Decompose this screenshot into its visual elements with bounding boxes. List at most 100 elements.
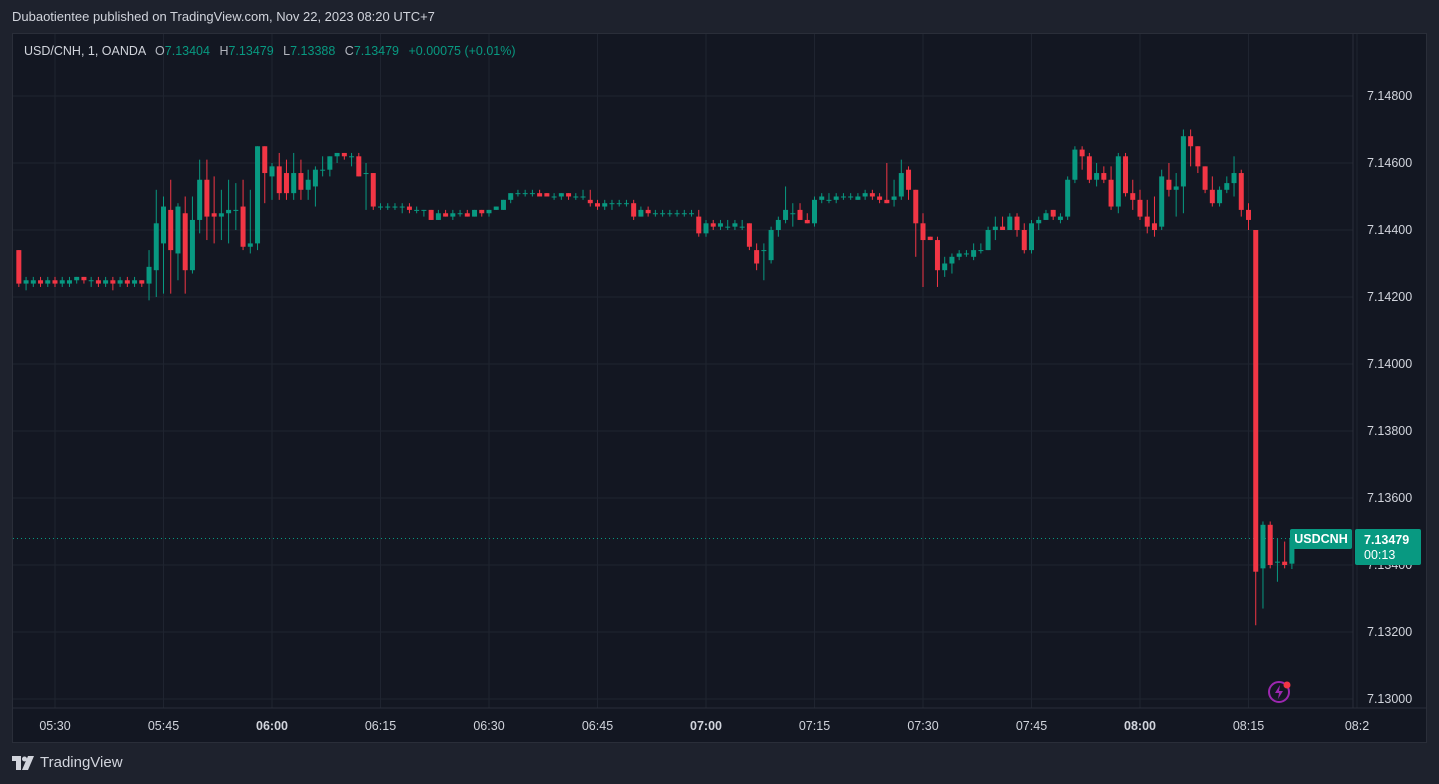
candle-body[interactable] <box>30 280 36 284</box>
candle-body[interactable] <box>88 280 94 282</box>
candle-body[interactable] <box>189 219 195 271</box>
candle-body[interactable] <box>428 209 434 220</box>
candle-body[interactable] <box>1057 216 1063 220</box>
candle-body[interactable] <box>1202 166 1208 190</box>
candle-body[interactable] <box>855 196 861 200</box>
candle-body[interactable] <box>327 156 333 170</box>
candle-body[interactable] <box>804 219 810 224</box>
candle-body[interactable] <box>204 179 210 217</box>
candle-body[interactable] <box>1072 149 1078 180</box>
candle-body[interactable] <box>906 169 912 190</box>
candle-body[interactable] <box>363 173 369 175</box>
candle-body[interactable] <box>1173 186 1179 190</box>
candle-body[interactable] <box>233 209 239 211</box>
candle-body[interactable] <box>81 276 87 281</box>
candle-body[interactable] <box>1195 146 1201 167</box>
candle-body[interactable] <box>226 209 232 214</box>
lightning-icon[interactable] <box>1267 679 1293 705</box>
candle-body[interactable] <box>117 280 123 284</box>
candle-body[interactable] <box>370 173 376 207</box>
tradingview-brand[interactable]: TradingView <box>12 754 123 771</box>
candle-body[interactable] <box>197 179 203 220</box>
candle-body[interactable] <box>472 209 478 217</box>
candle-body[interactable] <box>493 206 499 210</box>
candle-body[interactable] <box>1123 156 1129 194</box>
candle-body[interactable] <box>341 152 347 157</box>
candle-body[interactable] <box>703 223 709 234</box>
candle-body[interactable] <box>161 206 166 244</box>
candle-body[interactable] <box>1274 561 1280 563</box>
candle-body[interactable] <box>971 250 977 257</box>
candle-body[interactable] <box>985 230 991 251</box>
candle-body[interactable] <box>1000 226 1006 230</box>
candle-body[interactable] <box>623 203 629 205</box>
candle-body[interactable] <box>435 213 441 220</box>
candle-body[interactable] <box>1166 179 1172 190</box>
candle-body[interactable] <box>790 213 796 215</box>
candle-body[interactable] <box>385 206 391 208</box>
candle-body[interactable] <box>848 196 854 198</box>
candle-body[interactable] <box>710 223 716 227</box>
candle-body[interactable] <box>992 226 998 230</box>
candle-body[interactable] <box>638 209 644 217</box>
candle-body[interactable] <box>558 193 564 197</box>
candle-body[interactable] <box>529 193 535 195</box>
candle-body[interactable] <box>681 213 687 215</box>
candle-body[interactable] <box>819 196 825 200</box>
candle-body[interactable] <box>754 250 760 264</box>
candle-body[interactable] <box>262 146 268 174</box>
candle-body[interactable] <box>59 280 65 284</box>
candle-body[interactable] <box>797 209 803 220</box>
candle-body[interactable] <box>1137 199 1143 217</box>
candle-body[interactable] <box>1108 179 1114 207</box>
candle-body[interactable] <box>1094 173 1100 180</box>
candle-body[interactable] <box>1238 173 1244 210</box>
candle-body[interactable] <box>963 253 969 255</box>
candle-body[interactable] <box>1224 183 1230 190</box>
candle-body[interactable] <box>1029 223 1034 251</box>
candle-body[interactable] <box>891 196 897 200</box>
candle-body[interactable] <box>515 193 521 195</box>
candle-body[interactable] <box>898 173 904 197</box>
candle-body[interactable] <box>942 263 948 271</box>
candle-body[interactable] <box>153 223 159 271</box>
candle-body[interactable] <box>291 173 297 194</box>
candle-body[interactable] <box>356 156 362 177</box>
candle-body[interactable] <box>775 219 781 230</box>
candle-body[interactable] <box>1021 230 1027 251</box>
candle-body[interactable] <box>1086 156 1092 180</box>
candle-body[interactable] <box>587 199 593 204</box>
candle-body[interactable] <box>573 196 579 198</box>
candle-body[interactable] <box>840 196 846 198</box>
candle-body[interactable] <box>1050 209 1056 217</box>
candle-body[interactable] <box>95 280 101 284</box>
chart-frame[interactable]: 7.14800 7.14600 7.14400 7.14200 7.14000 7.138… <box>12 33 1427 743</box>
candle-body[interactable] <box>255 146 261 244</box>
candle-body[interactable] <box>595 203 600 207</box>
candle-body[interactable] <box>168 209 174 251</box>
candle-body[interactable] <box>269 166 275 177</box>
candle-body[interactable] <box>421 209 427 211</box>
candle-body[interactable] <box>392 206 398 208</box>
candle-body[interactable] <box>1036 219 1042 224</box>
candle-body[interactable] <box>645 209 651 214</box>
candle-body[interactable] <box>1209 189 1215 204</box>
candle-body[interactable] <box>1014 216 1020 230</box>
candle-body[interactable] <box>696 216 702 234</box>
candle-body[interactable] <box>1115 156 1121 207</box>
candle-body[interactable] <box>920 223 926 241</box>
candle-body[interactable] <box>1246 209 1251 220</box>
candle-body[interactable] <box>1007 216 1013 230</box>
candle-body[interactable] <box>1282 561 1288 565</box>
candle-body[interactable] <box>580 196 586 198</box>
candle-body[interactable] <box>146 266 152 284</box>
candle-body[interactable] <box>1065 179 1071 217</box>
candle-body[interactable] <box>182 213 188 271</box>
candle-body[interactable] <box>1188 136 1194 147</box>
candle-body[interactable] <box>631 203 637 217</box>
candle-body[interactable] <box>500 199 506 210</box>
candle-body[interactable] <box>508 193 514 200</box>
candle-body[interactable] <box>522 193 528 195</box>
candle-body[interactable] <box>305 179 311 190</box>
candle-body[interactable] <box>761 250 767 252</box>
